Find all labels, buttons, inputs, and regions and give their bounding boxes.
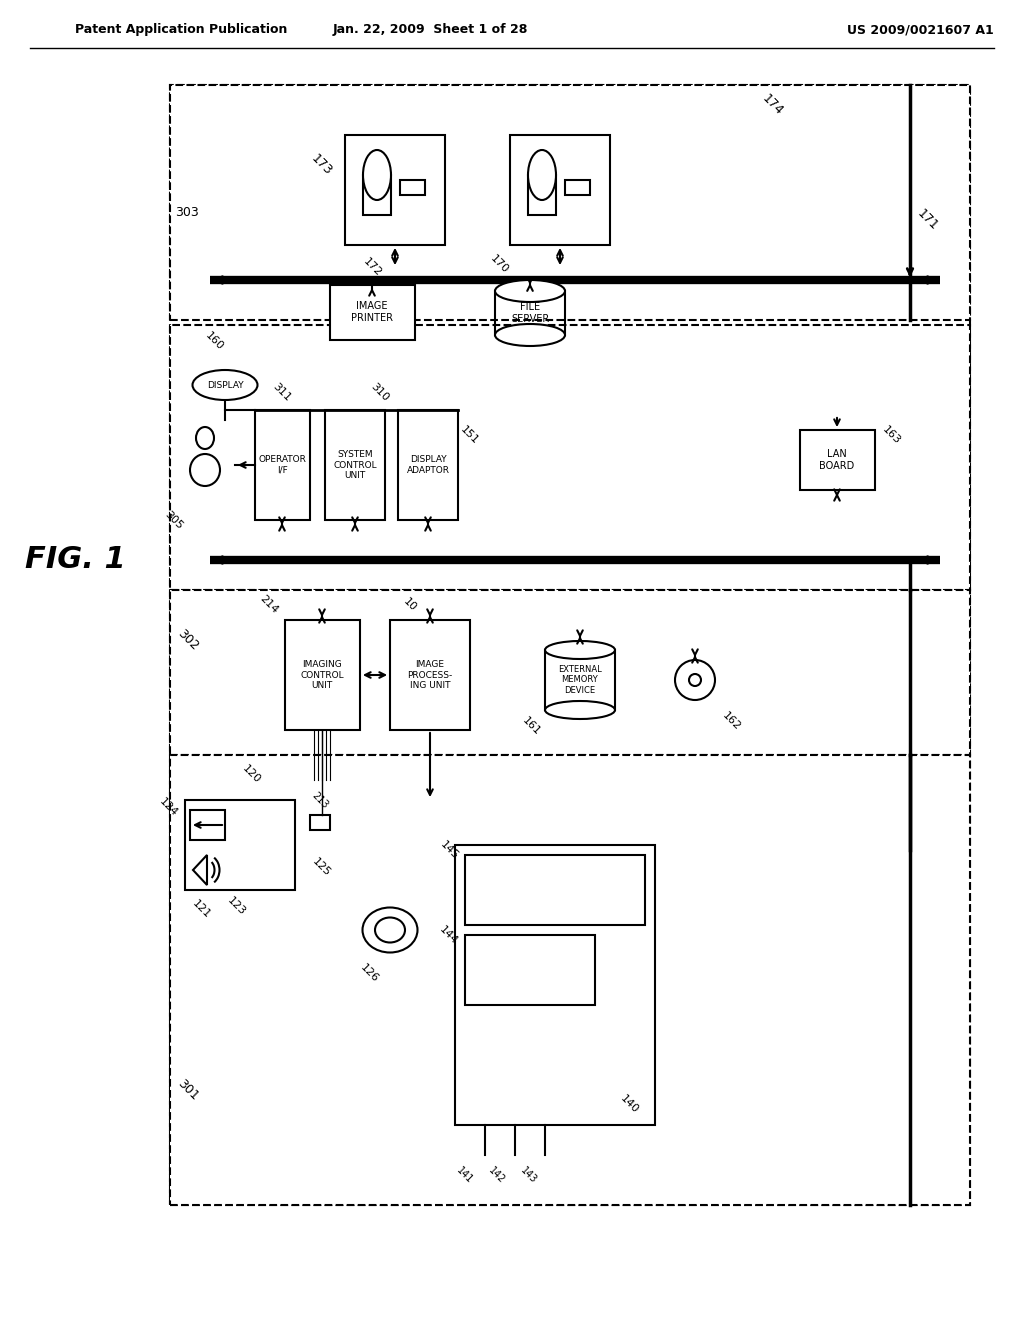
Text: IMAGE
PRINTER: IMAGE PRINTER	[351, 301, 393, 323]
Text: 311: 311	[271, 381, 293, 403]
Bar	[170, 590, 970, 755]
Text: 123: 123	[225, 895, 247, 917]
Text: 301: 301	[175, 1077, 201, 1104]
Text: FILE
SERVER: FILE SERVER	[511, 302, 549, 323]
Bar	[285, 620, 360, 730]
Bar	[255, 411, 310, 520]
Text: 302: 302	[175, 627, 201, 653]
Text: 214: 214	[258, 593, 280, 615]
Ellipse shape	[375, 917, 406, 942]
Text: 143: 143	[519, 1166, 539, 1185]
Bar	[325, 411, 385, 520]
Text: 144: 144	[438, 924, 460, 946]
Bar	[170, 755, 970, 1205]
Text: DISPLAY: DISPLAY	[207, 380, 244, 389]
Text: 120: 120	[240, 763, 262, 785]
Bar	[455, 845, 655, 1125]
Text: EXTERNAL
MEMORY
DEVICE: EXTERNAL MEMORY DEVICE	[558, 665, 602, 694]
Bar	[528, 176, 556, 215]
Bar	[510, 135, 610, 246]
Bar	[310, 814, 330, 830]
Text: 10: 10	[401, 597, 419, 612]
Text: 142: 142	[487, 1166, 507, 1185]
Text: 121: 121	[190, 898, 212, 920]
Text: 172: 172	[360, 256, 383, 279]
Bar	[190, 810, 225, 840]
Text: 161: 161	[520, 715, 542, 737]
Ellipse shape	[528, 150, 556, 201]
Ellipse shape	[495, 323, 565, 346]
Ellipse shape	[362, 150, 391, 201]
Text: 140: 140	[618, 1093, 640, 1115]
Bar	[170, 84, 970, 319]
Ellipse shape	[545, 642, 615, 659]
Bar	[170, 84, 970, 1205]
Bar	[330, 285, 415, 341]
Text: Jan. 22, 2009  Sheet 1 of 28: Jan. 22, 2009 Sheet 1 of 28	[333, 24, 527, 37]
Ellipse shape	[193, 370, 257, 400]
Text: 151: 151	[458, 424, 480, 446]
Text: 174: 174	[760, 92, 786, 117]
Text: 173: 173	[309, 152, 335, 178]
Text: 141: 141	[455, 1166, 475, 1185]
Text: IMAGING
CONTROL
UNIT: IMAGING CONTROL UNIT	[300, 660, 344, 690]
Text: US 2009/0021607 A1: US 2009/0021607 A1	[847, 24, 993, 37]
Text: 163: 163	[880, 424, 902, 446]
Bar	[465, 935, 595, 1005]
Ellipse shape	[675, 660, 715, 700]
Text: OPERATOR
I/F: OPERATOR I/F	[258, 455, 306, 475]
Text: IMAGE
PROCESS-
ING UNIT: IMAGE PROCESS- ING UNIT	[408, 660, 453, 690]
Bar	[465, 855, 645, 925]
Text: DISPLAY
ADAPTOR: DISPLAY ADAPTOR	[407, 455, 450, 475]
Text: LAN
BOARD: LAN BOARD	[819, 449, 855, 471]
Bar	[390, 620, 470, 730]
Text: Patent Application Publication: Patent Application Publication	[75, 24, 288, 37]
Text: SYSTEM
CONTROL
UNIT: SYSTEM CONTROL UNIT	[333, 450, 377, 480]
Ellipse shape	[362, 908, 418, 953]
Text: 145: 145	[438, 840, 460, 861]
Bar	[185, 800, 295, 890]
Bar	[362, 176, 391, 215]
Bar	[345, 135, 445, 246]
Ellipse shape	[545, 701, 615, 719]
Ellipse shape	[196, 426, 214, 449]
Polygon shape	[193, 855, 207, 884]
Text: 213: 213	[310, 789, 330, 810]
Text: 160: 160	[203, 330, 225, 352]
Ellipse shape	[689, 675, 701, 686]
Text: 310: 310	[369, 381, 391, 403]
Text: 170: 170	[488, 253, 510, 275]
Text: 126: 126	[358, 962, 380, 983]
Ellipse shape	[190, 454, 220, 486]
Text: 125: 125	[310, 855, 332, 878]
Text: 305: 305	[163, 510, 185, 531]
Ellipse shape	[495, 280, 565, 302]
Bar	[400, 180, 425, 195]
Text: 303: 303	[175, 206, 199, 219]
Text: 171: 171	[915, 207, 941, 234]
Text: FIG. 1: FIG. 1	[25, 545, 125, 574]
Text: 162: 162	[720, 710, 742, 733]
Text: 124: 124	[158, 796, 180, 818]
Bar	[398, 411, 458, 520]
Bar	[800, 430, 874, 490]
Bar	[170, 325, 970, 590]
Bar	[565, 180, 590, 195]
